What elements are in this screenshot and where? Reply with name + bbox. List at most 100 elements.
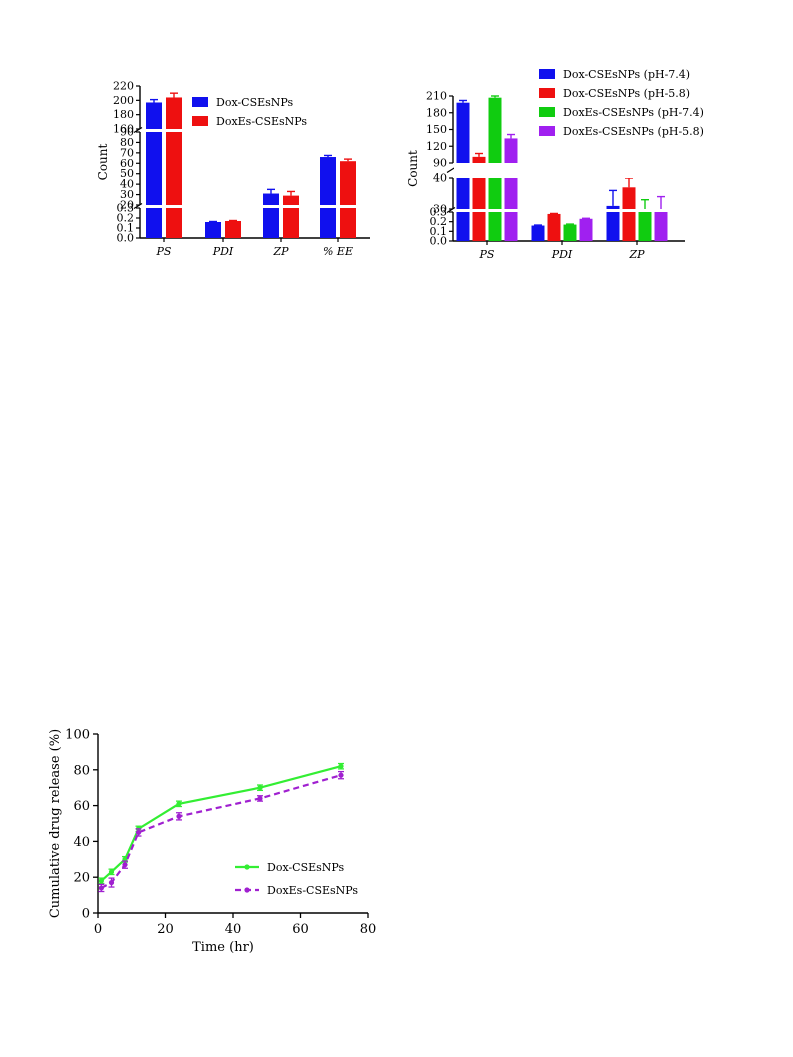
legend-swatch <box>539 69 555 79</box>
x-tick-label: PDI <box>212 245 234 258</box>
bar <box>531 225 545 241</box>
legend-swatch <box>192 97 208 107</box>
bar <box>146 102 162 238</box>
y-tick-label: 180 <box>426 106 447 119</box>
axis-break-band <box>454 209 686 212</box>
data-point <box>338 772 344 778</box>
data-point <box>257 785 263 791</box>
y-tick-label: 0.0 <box>117 232 135 245</box>
data-point <box>135 829 142 836</box>
data-point <box>98 885 104 891</box>
bar <box>166 97 182 238</box>
bar <box>606 205 620 241</box>
data-point <box>176 813 182 819</box>
bar <box>340 161 356 238</box>
y-tick-label: 0.3 <box>117 202 135 215</box>
y-tick-label: 120 <box>426 140 447 153</box>
y-tick-label: 0.3 <box>430 206 448 219</box>
y-tick-label: 0.1 <box>430 225 448 238</box>
legend-label: Dox-CSEsNPs (pH-7.4) <box>563 68 690 81</box>
legend-swatch <box>192 116 208 126</box>
chart-2-ph-characterization-bars: 0.00.10.20.330 40 90 120 150 180 210 Count PS PDI… <box>406 68 704 261</box>
y-tick-label: 80 <box>120 136 134 149</box>
y-tick-label: 160 <box>113 123 134 136</box>
bar <box>504 138 518 241</box>
legend-label: Dox-CSEsNPs <box>216 96 294 109</box>
x-tick-label: 60 <box>292 922 309 937</box>
data-point <box>108 869 115 875</box>
legend-swatch <box>539 126 555 136</box>
y-tick-label: 30 <box>120 188 134 201</box>
legend-label: DoxEs-CSEsNPs <box>267 884 358 897</box>
data-point <box>108 879 115 886</box>
y-tick-label: 40 <box>433 172 447 185</box>
bar <box>263 193 279 238</box>
y-axis-label: Count <box>96 143 110 180</box>
legend-label: Dox-CSEsNPs <box>267 861 345 874</box>
chart-3-drug-release-line: 0 20 40 60 80 100 0 20 40 60 80 Time (hr) Cumulative… <box>48 728 377 956</box>
axis-break-mark <box>133 126 143 134</box>
y-tick-label: 220 <box>113 80 134 93</box>
legend-label: DoxEs-CSEsNPs (pH-5.8) <box>563 125 704 138</box>
y-tick-label: 50 <box>120 167 134 180</box>
y-tick-label: 80 <box>73 763 90 778</box>
y-tick-label: 90 <box>433 157 447 170</box>
data-point <box>122 862 128 868</box>
y-tick-label: 60 <box>73 799 90 814</box>
bar <box>654 209 668 241</box>
axis-break-band <box>141 205 371 208</box>
bar <box>320 157 336 238</box>
y-tick-label: 40 <box>120 178 134 191</box>
y-tick-label: 0.2 <box>430 215 448 228</box>
y-axis-label: Count <box>406 150 420 187</box>
legend-label: DoxEs-CSEsNPs <box>216 115 307 128</box>
y-tick-label: 150 <box>426 123 447 136</box>
y-tick-label: 100 <box>65 728 90 743</box>
data-point <box>98 878 104 884</box>
y-tick-label: 180 <box>113 108 134 121</box>
data-point <box>338 763 344 769</box>
legend-swatch <box>539 107 555 117</box>
bar <box>283 195 299 238</box>
x-tick-label: 0 <box>94 922 102 937</box>
y-tick-label: 20 <box>73 871 90 886</box>
y-tick-label: 70 <box>120 146 134 159</box>
legend-label: Dox-CSEsNPs (pH-5.8) <box>563 87 690 100</box>
legend-marker <box>244 887 250 893</box>
legend-marker <box>244 864 250 870</box>
x-tick-label: 20 <box>157 922 174 937</box>
bar <box>638 212 652 241</box>
y-tick-label: 0 <box>82 907 90 922</box>
y-tick-label: 0.2 <box>117 212 135 225</box>
bar <box>622 187 636 241</box>
bar <box>579 218 593 241</box>
axis-break-mark <box>446 166 456 174</box>
x-tick-label: PS <box>479 248 495 261</box>
y-tick-label: 30 <box>433 203 447 216</box>
y-tick-label: 0.1 <box>117 222 135 235</box>
y-tick-label: 60 <box>120 157 134 170</box>
x-tick-label: 80 <box>360 922 377 937</box>
axis-break-mark <box>446 206 456 214</box>
x-axis-label: Time (hr) <box>192 940 254 955</box>
axis-break-band <box>454 163 686 178</box>
axis-break-mark <box>133 202 143 210</box>
x-tick-label: % EE <box>323 245 353 258</box>
axis-break-band <box>141 129 371 132</box>
x-tick-label: ZP <box>628 248 645 261</box>
x-tick-label: 40 <box>225 922 242 937</box>
y-tick-label: 0.0 <box>430 235 448 248</box>
bar <box>563 224 577 241</box>
bar <box>225 221 241 238</box>
y-tick-label: 90 <box>120 126 134 139</box>
x-tick-label: PS <box>156 245 172 258</box>
data-point <box>176 801 182 807</box>
y-tick-label: 20 <box>120 199 134 212</box>
x-tick-label: ZP <box>272 245 289 258</box>
legend-label: DoxEs-CSEsNPs (pH-7.4) <box>563 106 704 119</box>
legend-swatch <box>539 88 555 98</box>
y-tick-label: 210 <box>426 90 447 103</box>
y-tick-label: 200 <box>113 94 134 107</box>
y-tick-label: 40 <box>73 835 90 850</box>
